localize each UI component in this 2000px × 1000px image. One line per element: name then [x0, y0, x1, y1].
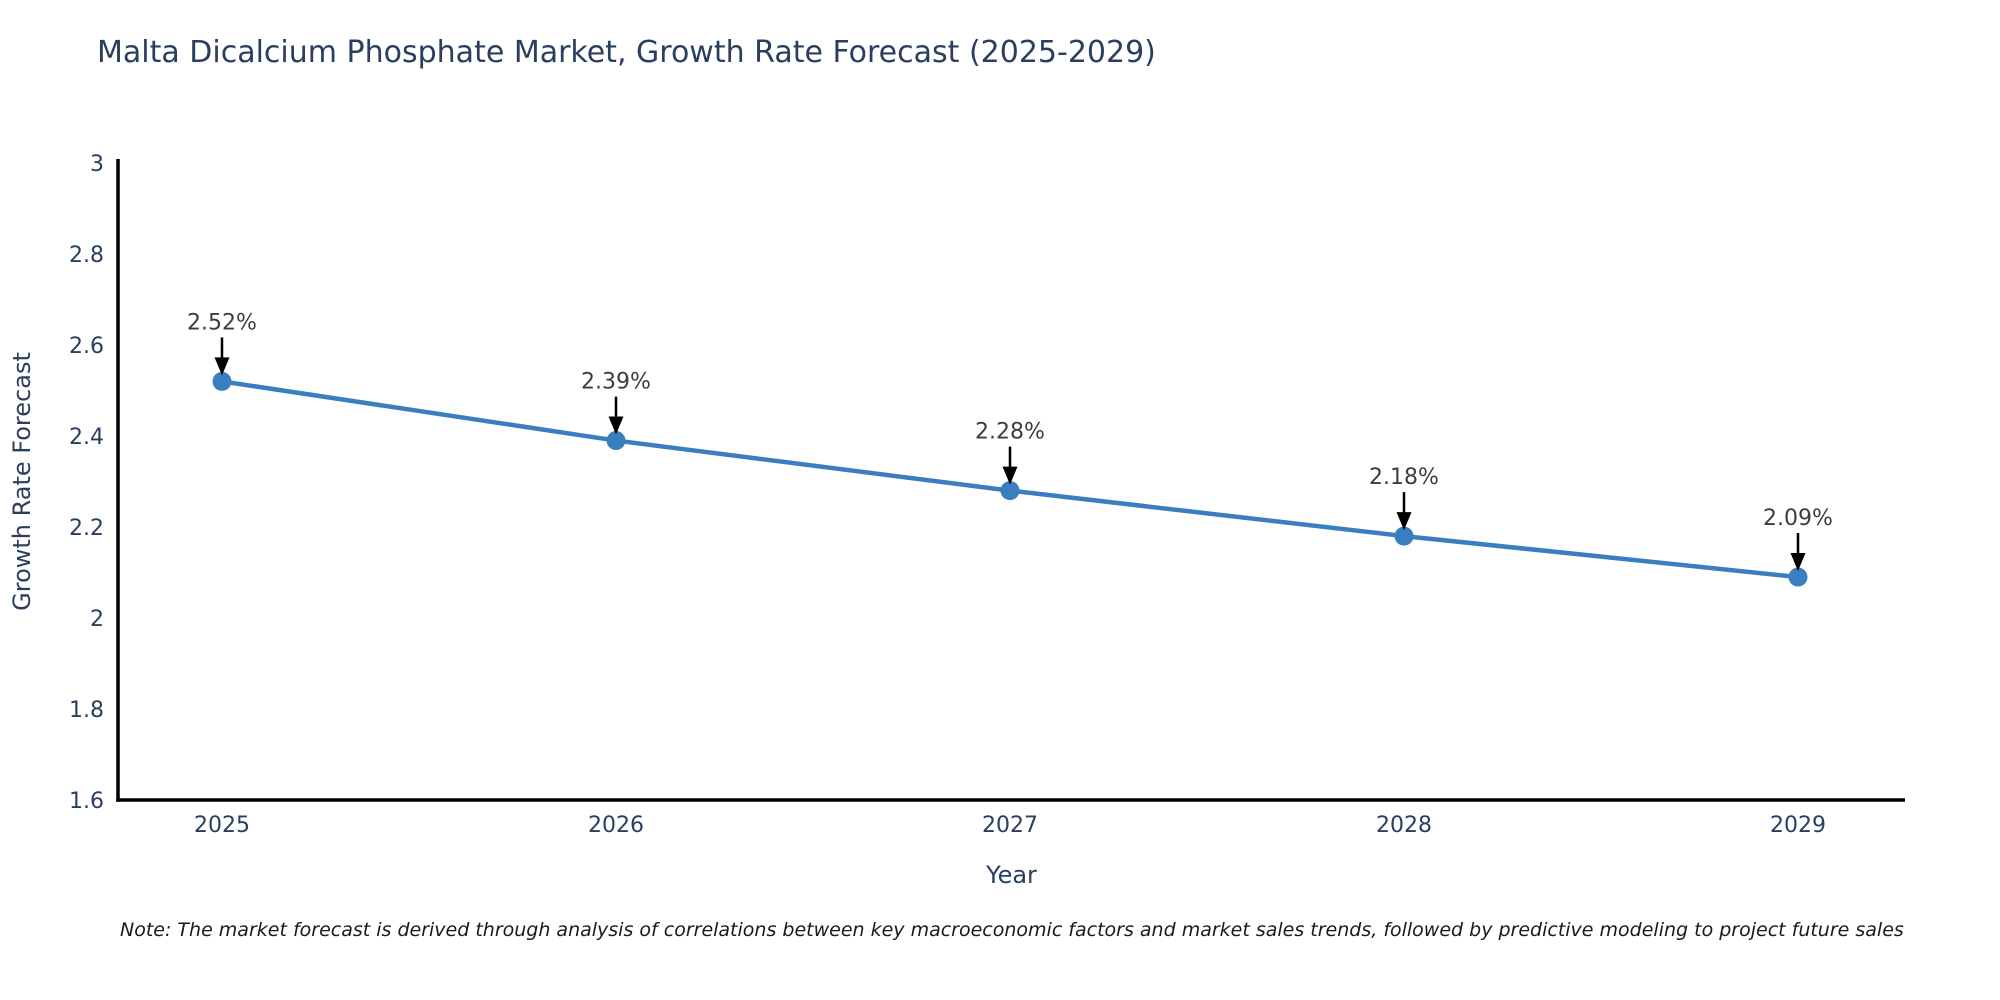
annotation-arrowhead-icon	[1790, 553, 1806, 572]
y-tick-label: 2.4	[69, 425, 104, 450]
x-tick-label: 2026	[588, 813, 644, 838]
data-point-marker	[606, 431, 626, 451]
y-tick-label: 2.8	[69, 243, 104, 268]
y-tick-label: 3	[90, 152, 104, 177]
y-tick-label: 2.2	[69, 516, 104, 541]
annotation-arrowhead-icon	[608, 416, 624, 435]
y-tick-label: 1.8	[69, 698, 104, 723]
data-point-marker	[1000, 481, 1020, 501]
data-point-marker	[1394, 526, 1414, 546]
x-axis-title: Year	[985, 861, 1037, 889]
annotation-arrowhead-icon	[1002, 466, 1018, 485]
annotation-arrowhead-icon	[1396, 512, 1412, 531]
y-axis-title: Growth Rate Forecast	[8, 352, 36, 611]
data-point-label: 2.39%	[581, 370, 651, 395]
x-tick-label: 2025	[194, 813, 250, 838]
data-point-marker	[212, 371, 232, 391]
chart-title: Malta Dicalcium Phosphate Market, Growth…	[97, 35, 1156, 70]
y-tick-label: 1.6	[69, 789, 104, 814]
x-tick-label: 2027	[982, 813, 1038, 838]
x-tick-label: 2029	[1770, 813, 1826, 838]
data-point-label: 2.18%	[1369, 465, 1439, 490]
data-point-marker	[1788, 567, 1808, 587]
y-tick-label: 2.6	[69, 334, 104, 359]
data-point-label: 2.28%	[975, 420, 1045, 445]
data-point-label: 2.09%	[1763, 506, 1833, 531]
x-tick-label: 2028	[1376, 813, 1432, 838]
chart-footnote: Note: The market forecast is derived thr…	[120, 919, 1904, 941]
annotation-arrowhead-icon	[214, 357, 230, 376]
data-point-label: 2.52%	[187, 310, 257, 335]
y-tick-label: 2	[90, 607, 104, 632]
